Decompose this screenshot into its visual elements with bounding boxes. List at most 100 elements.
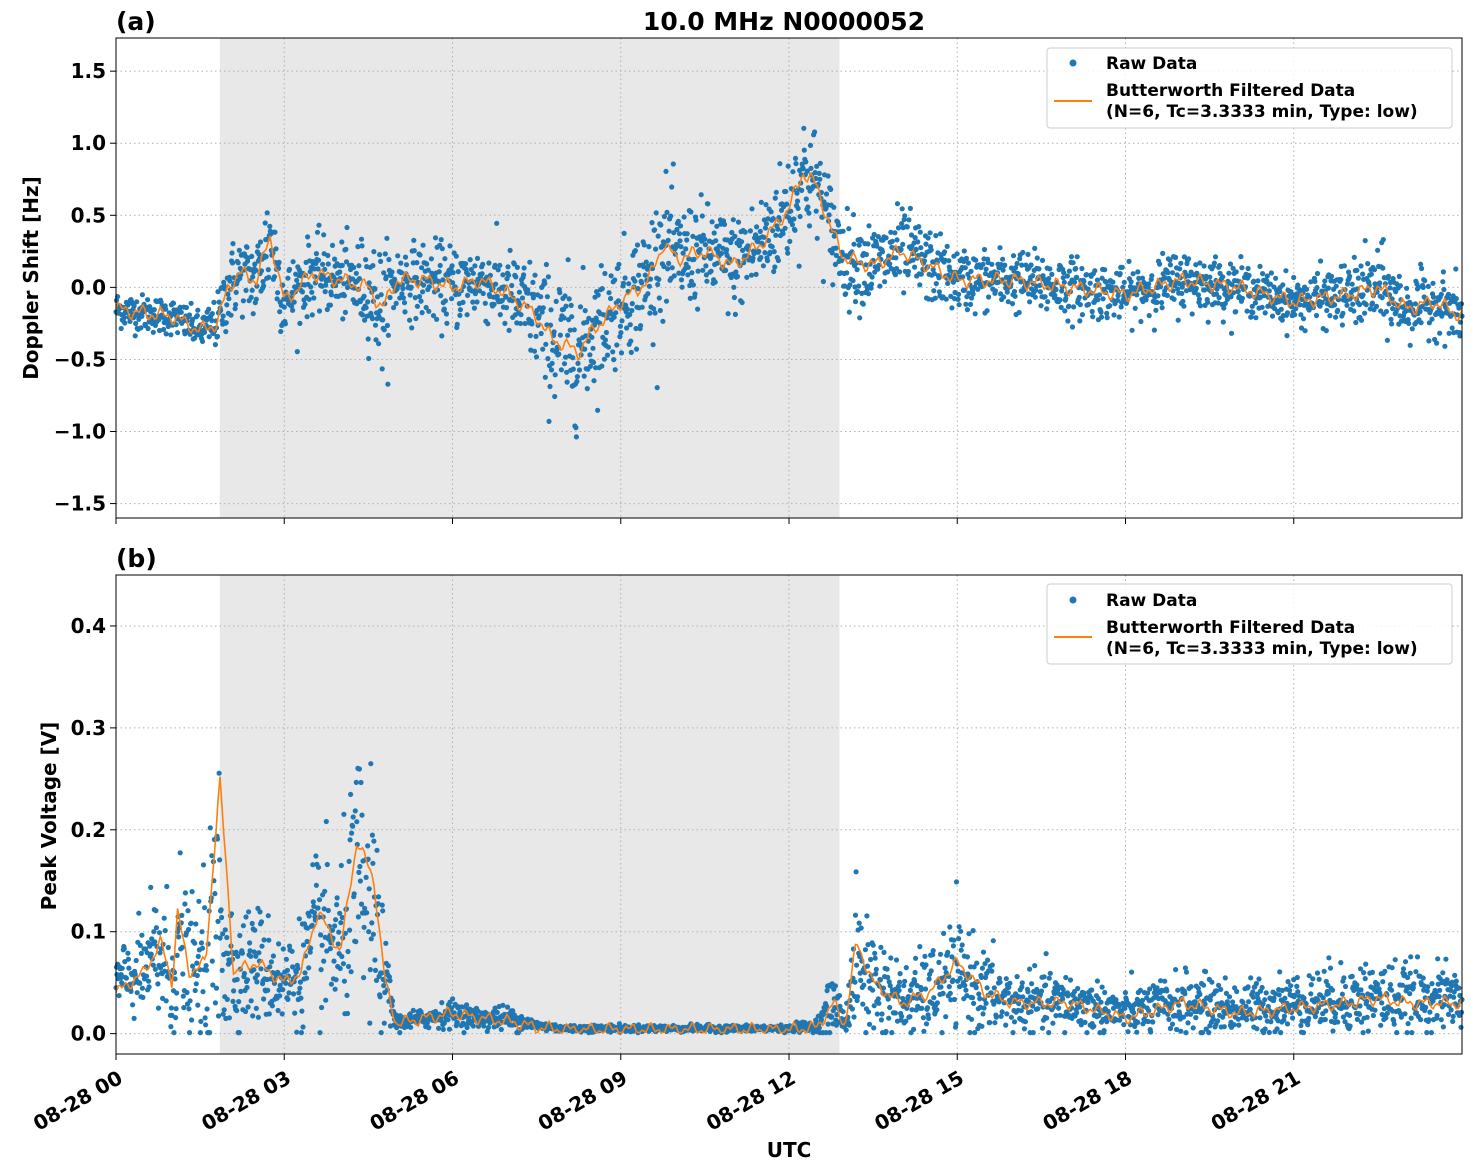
raw-data-point [517, 320, 524, 327]
raw-data-point [801, 147, 807, 153]
raw-data-point [846, 226, 852, 232]
raw-data-point [730, 217, 736, 223]
raw-data-point [358, 901, 365, 907]
raw-data-point [1350, 301, 1356, 307]
raw-data-point [434, 316, 440, 322]
raw-data-point [739, 239, 745, 245]
raw-data-point [1244, 308, 1250, 314]
raw-data-point [1201, 263, 1207, 269]
raw-data-point [423, 304, 429, 311]
raw-data-point [164, 883, 170, 890]
raw-data-point [967, 301, 974, 307]
raw-data-point [386, 256, 392, 263]
raw-data-point [187, 998, 193, 1004]
raw-data-point [249, 287, 255, 293]
raw-data-point [219, 967, 225, 974]
raw-data-point [148, 884, 154, 891]
raw-data-point [989, 261, 995, 267]
raw-data-point [923, 962, 929, 968]
raw-data-point [870, 987, 876, 993]
raw-data-point [1284, 1021, 1291, 1027]
raw-data-point [1019, 262, 1025, 268]
raw-data-point [519, 295, 526, 301]
raw-data-point [545, 356, 551, 362]
raw-data-point [773, 232, 779, 238]
raw-data-point [800, 166, 806, 172]
raw-data-point [826, 212, 832, 218]
raw-data-point [580, 264, 586, 271]
raw-data-point [589, 334, 595, 340]
raw-data-point [325, 261, 331, 267]
raw-data-point [1306, 1015, 1312, 1021]
raw-data-point [1177, 266, 1183, 272]
raw-data-point [1349, 281, 1355, 287]
raw-data-point [858, 977, 864, 984]
raw-data-point [341, 281, 347, 287]
raw-data-point [1008, 1014, 1015, 1020]
raw-data-point [1298, 1022, 1304, 1029]
raw-data-point [855, 288, 861, 295]
raw-data-point [442, 256, 448, 262]
raw-data-point [1042, 294, 1048, 300]
raw-data-point [758, 199, 764, 205]
raw-data-point [1371, 267, 1378, 273]
raw-data-point [1146, 313, 1152, 319]
raw-data-point [951, 937, 957, 943]
raw-data-point [685, 264, 691, 270]
raw-data-point [1259, 304, 1265, 310]
raw-data-point [335, 941, 341, 947]
raw-data-point [137, 942, 143, 949]
raw-data-point [185, 926, 192, 933]
raw-data-point [884, 966, 890, 972]
raw-data-point [1244, 1017, 1250, 1023]
raw-data-point [1419, 265, 1425, 272]
raw-data-point [879, 1011, 885, 1017]
raw-data-point [440, 1026, 446, 1032]
raw-data-point [562, 354, 569, 360]
raw-data-point [196, 898, 202, 904]
raw-data-point [367, 1020, 373, 1026]
raw-data-point [875, 234, 881, 240]
raw-data-point [574, 374, 581, 380]
raw-data-point [1201, 982, 1207, 988]
raw-data-point [260, 279, 266, 285]
raw-data-point [470, 299, 476, 305]
raw-data-point [195, 307, 201, 313]
raw-data-point [1011, 288, 1018, 295]
raw-data-point [171, 1030, 177, 1036]
raw-data-point [616, 261, 622, 267]
raw-data-point [235, 953, 241, 960]
raw-data-point [255, 243, 261, 249]
raw-data-point [1261, 292, 1267, 299]
raw-data-point [226, 1015, 232, 1021]
raw-data-point [768, 209, 774, 215]
raw-data-point [494, 1009, 500, 1016]
raw-data-point [1043, 982, 1049, 988]
raw-data-point [972, 1030, 978, 1036]
raw-data-point [1358, 317, 1365, 323]
raw-data-point [591, 378, 597, 384]
raw-data-point [658, 222, 664, 228]
raw-data-point [785, 163, 791, 169]
raw-data-point [1283, 268, 1289, 274]
raw-data-point [1160, 271, 1166, 277]
raw-data-point [984, 985, 990, 991]
raw-data-point [635, 286, 641, 292]
raw-data-point [1351, 308, 1357, 314]
raw-data-point [1308, 982, 1314, 988]
raw-data-point [1233, 269, 1239, 275]
raw-data-point [186, 1006, 192, 1012]
raw-data-point [525, 290, 531, 296]
raw-data-point [989, 968, 995, 974]
panel-a-legend-raw-label: Raw Data [1106, 54, 1197, 74]
raw-data-point [356, 869, 362, 876]
raw-data-point [1188, 984, 1194, 990]
raw-data-point [1037, 289, 1043, 295]
raw-data-point [344, 1010, 351, 1017]
raw-data-point [352, 808, 358, 814]
raw-data-point [969, 295, 975, 301]
raw-data-point [193, 921, 199, 927]
y-tick-label: 0.0 [71, 275, 106, 299]
raw-data-point [333, 977, 339, 983]
raw-data-point [1212, 254, 1219, 260]
